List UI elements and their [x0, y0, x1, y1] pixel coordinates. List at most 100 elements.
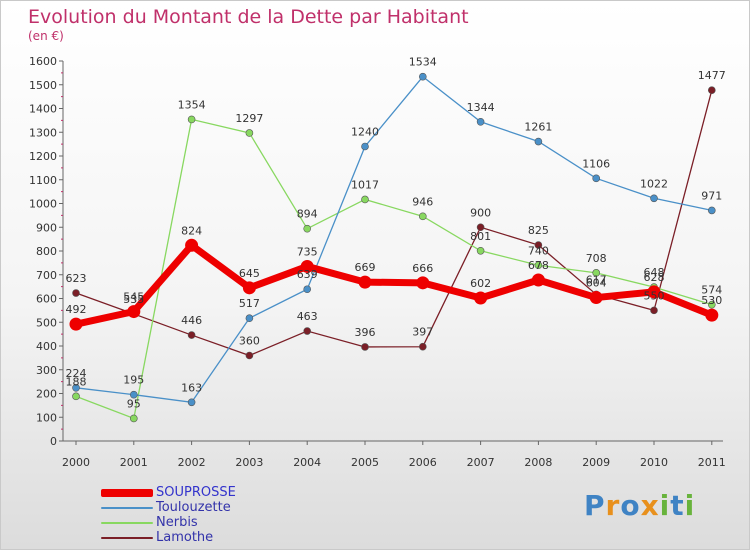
- data-point-nerbis: [476, 246, 485, 255]
- data-label-nerbis: 95: [127, 397, 141, 410]
- x-tick-label: 2008: [524, 456, 552, 469]
- data-label-nerbis: 648: [644, 266, 665, 279]
- x-tick-label: 2003: [235, 456, 263, 469]
- data-label-souprosse: 604: [586, 277, 607, 290]
- data-point-toulouzette: [592, 174, 601, 183]
- data-point-souprosse: [127, 305, 141, 319]
- data-label-toulouzette: 1344: [467, 101, 495, 114]
- data-label-toulouzette: 163: [181, 381, 202, 394]
- series-line-souprosse: [72, 241, 716, 328]
- data-point-toulouzette: [245, 314, 254, 323]
- data-point-souprosse: [242, 281, 256, 295]
- data-point-souprosse: [647, 285, 661, 299]
- data-point-toulouzette: [187, 398, 196, 407]
- data-point-toulouzette: [72, 383, 80, 392]
- x-tick-label: 2000: [62, 456, 90, 469]
- data-label-lamothe: 463: [297, 310, 318, 323]
- data-point-lamothe: [534, 241, 543, 249]
- legend-swatch-souprosse: [101, 488, 153, 497]
- data-label-toulouzette: 195: [123, 374, 144, 387]
- data-label-souprosse: 492: [66, 303, 87, 316]
- data-point-souprosse: [69, 317, 83, 331]
- data-label-lamothe: 1477: [698, 69, 726, 82]
- data-label-souprosse: 602: [470, 277, 491, 290]
- logo-letter: r: [605, 489, 621, 522]
- data-point-nerbis: [72, 392, 80, 401]
- data-point-lamothe: [707, 86, 716, 95]
- data-point-toulouzette: [707, 206, 716, 215]
- data-label-lamothe: 550: [644, 289, 665, 302]
- y-tick-label: 400: [36, 340, 57, 353]
- y-tick-label: 1100: [29, 174, 57, 187]
- data-label-souprosse: 530: [701, 294, 722, 307]
- data-point-nerbis: [361, 195, 369, 204]
- data-point-nerbis: [534, 261, 543, 270]
- data-point-lamothe: [187, 331, 196, 339]
- data-point-lamothe: [245, 351, 254, 360]
- data-label-nerbis: 1017: [351, 178, 379, 191]
- data-point-souprosse: [474, 291, 488, 305]
- data-label-nerbis: 894: [297, 208, 318, 221]
- data-label-lamothe: 360: [239, 335, 260, 348]
- data-label-lamothe: 825: [528, 224, 549, 237]
- series-line-nerbis: [75, 118, 712, 420]
- data-point-souprosse: [358, 275, 372, 289]
- y-tick-label: 1000: [29, 198, 57, 211]
- x-tick-label: 2002: [178, 456, 206, 469]
- data-point-toulouzette: [303, 285, 312, 294]
- data-point-souprosse: [416, 276, 430, 290]
- data-label-toulouzette: 639: [297, 268, 318, 281]
- y-tick-label: 800: [36, 245, 57, 258]
- y-tick-label: 0: [50, 435, 57, 448]
- data-point-nerbis: [418, 212, 427, 221]
- x-tick-label: 2006: [409, 456, 437, 469]
- data-point-souprosse: [185, 238, 199, 252]
- y-tick-label: 1300: [29, 126, 57, 139]
- y-tick-label: 1600: [29, 55, 57, 68]
- data-label-nerbis: 708: [586, 252, 607, 265]
- data-label-toulouzette: 1534: [409, 56, 437, 69]
- data-label-toulouzette: 971: [701, 189, 722, 202]
- data-point-toulouzette: [130, 390, 138, 399]
- data-label-souprosse: 645: [239, 267, 260, 280]
- y-tick-label: 200: [36, 388, 57, 401]
- data-label-lamothe: 617: [586, 273, 607, 286]
- data-point-lamothe: [476, 223, 485, 232]
- y-tick-label: 1200: [29, 150, 57, 163]
- chart-unit-label: (en €): [28, 29, 64, 43]
- data-point-souprosse: [531, 273, 545, 287]
- logo-letter: i: [659, 489, 671, 522]
- data-label-nerbis: 1354: [178, 98, 206, 111]
- data-point-toulouzette: [650, 194, 658, 203]
- data-label-nerbis: 1297: [235, 112, 263, 125]
- data-point-nerbis: [130, 414, 138, 423]
- legend-swatch-lamothe: [101, 536, 153, 539]
- data-label-lamothe: 535: [123, 293, 144, 306]
- y-tick-label: 600: [36, 293, 57, 306]
- legend-label-lamothe: Lamothe: [156, 530, 214, 545]
- series-line-toulouzette: [75, 75, 712, 403]
- data-point-lamothe: [303, 327, 312, 335]
- data-label-lamothe: 900: [470, 206, 491, 219]
- data-label-toulouzette: 1240: [351, 126, 379, 139]
- data-point-souprosse: [300, 259, 314, 273]
- data-label-lamothe: 623: [66, 272, 87, 285]
- y-tick-label: 500: [36, 316, 57, 329]
- data-point-toulouzette: [418, 72, 427, 81]
- logo-letter: t: [670, 489, 685, 522]
- data-point-lamothe: [361, 343, 369, 351]
- data-point-nerbis: [592, 269, 601, 277]
- data-label-lamothe: 397: [412, 326, 433, 339]
- x-tick-label: 2001: [120, 456, 148, 469]
- logo-letter: o: [620, 489, 641, 522]
- data-point-nerbis: [303, 224, 312, 233]
- data-label-souprosse: 666: [412, 262, 433, 275]
- proxiti-logo: Proxiti: [584, 489, 695, 522]
- data-label-souprosse: 678: [528, 259, 549, 272]
- data-label-souprosse: 735: [297, 245, 318, 258]
- data-point-souprosse: [589, 291, 603, 305]
- data-point-nerbis: [187, 115, 196, 124]
- data-label-souprosse: 669: [355, 261, 376, 274]
